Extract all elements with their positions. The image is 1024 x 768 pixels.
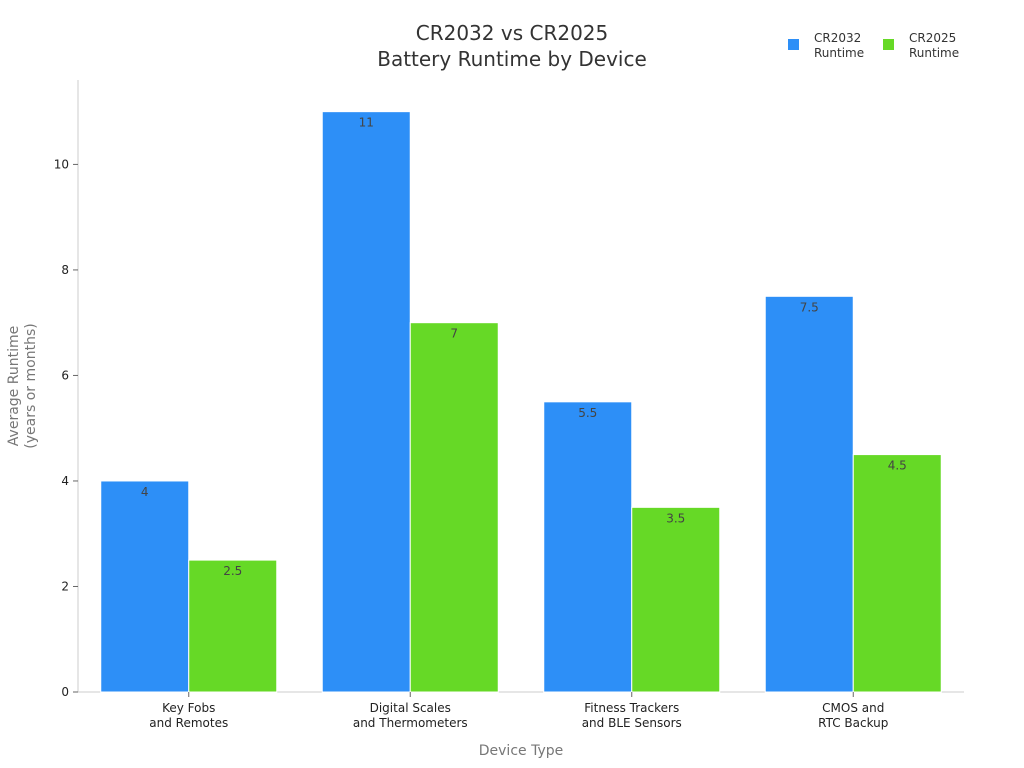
y-tick-label: 8 (61, 263, 69, 277)
bar-data-label: 7.5 (800, 300, 819, 314)
bar-series-2-category-1 (188, 559, 278, 693)
x-tick-label: Key Fobs (162, 701, 215, 715)
chart-title-line-1: CR2032 vs CR2025 (416, 21, 609, 45)
legend-label: CR2032 (814, 31, 861, 45)
y-axis-label: Average Runtime (years or months) (6, 323, 39, 448)
x-tick-label: CMOS and (822, 701, 884, 715)
bar-series-1-category-4 (764, 295, 854, 693)
bar-data-label: 2.5 (223, 564, 242, 578)
bar-data-label: 7 (450, 327, 458, 341)
bar-series-2-category-3 (631, 506, 721, 693)
y-tick-label: 0 (61, 685, 69, 699)
y-tick-label: 6 (61, 368, 69, 382)
x-tick-label: Fitness Trackers (584, 701, 679, 715)
chart-title: CR2032 vs CR2025 Battery Runtime by Devi… (377, 21, 647, 71)
y-axis-label-line-1: Average Runtime (6, 326, 22, 446)
legend-label: CR2025 (909, 31, 956, 45)
bar-series-1-category-2 (321, 111, 411, 693)
x-tick-label: Digital Scales (370, 701, 451, 715)
legend-swatch (883, 39, 894, 50)
y-axis-label-line-2: (years or months) (23, 323, 39, 448)
x-tick-label: and Remotes (149, 716, 228, 730)
y-ticks: 0 2 4 6 8 10 (54, 157, 78, 699)
chart-title-line-2: Battery Runtime by Device (377, 47, 647, 71)
bar-series-2-category-4 (852, 454, 942, 693)
x-tick-label: RTC Backup (818, 716, 888, 730)
x-axis-label: Device Type (479, 743, 564, 759)
bars: 4 2.5 11 7 5.5 3.5 7.5 4.5 (100, 111, 942, 693)
y-tick-label: 10 (54, 157, 69, 171)
x-tick-label: and BLE Sensors (582, 716, 682, 730)
bar-data-label: 3.5 (666, 511, 685, 525)
bar-series-2-category-2 (409, 322, 499, 693)
bar-data-label: 4.5 (888, 459, 907, 473)
y-tick-label: 2 (61, 579, 69, 593)
legend-swatch (788, 39, 799, 50)
legend-label: Runtime (909, 46, 959, 60)
bar-data-label: 11 (359, 116, 374, 130)
bar-series-1-category-1 (100, 480, 190, 693)
x-tick-label: and Thermometers (353, 716, 468, 730)
bar-series-1-category-3 (543, 401, 633, 693)
legend-label: Runtime (814, 46, 864, 60)
y-tick-label: 4 (61, 474, 69, 488)
bar-data-label: 4 (141, 485, 149, 499)
bar-data-label: 5.5 (578, 406, 597, 420)
